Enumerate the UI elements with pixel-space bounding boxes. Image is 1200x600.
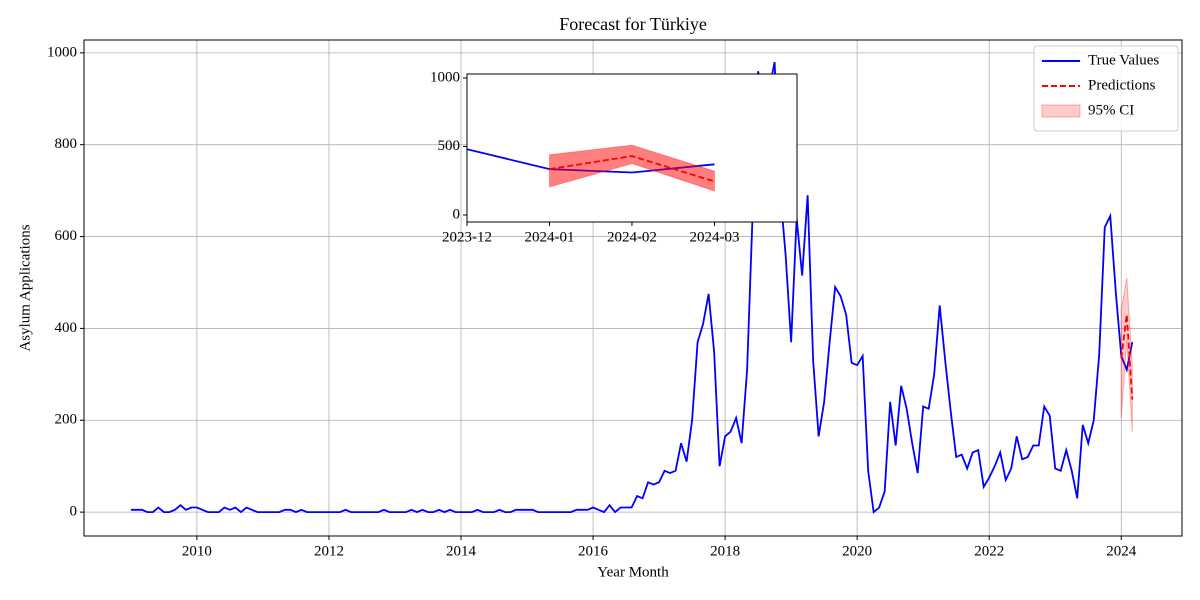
plot-frame xyxy=(466,73,798,223)
y-tick-label: 1000 xyxy=(47,44,77,60)
plot-1: 2023-12 2024-01 2024-02 2024-03 0 500 1000 xyxy=(430,69,798,245)
x-tick-label: 2023-12 xyxy=(442,229,492,245)
y-tick-label: 800 xyxy=(55,136,78,152)
y-axis-label: Asylum Applications xyxy=(17,224,33,351)
legend-label: 95% CI xyxy=(1088,102,1134,118)
x-tick-label: 2018 xyxy=(710,543,740,559)
x-tick-label: 2024-02 xyxy=(607,229,657,245)
y-tick-label: 0 xyxy=(70,504,78,520)
confidence-band xyxy=(1120,277,1133,432)
y-tick-label: 600 xyxy=(55,228,78,244)
series-line xyxy=(1120,314,1134,400)
y-tick-label: 500 xyxy=(438,138,461,154)
series-group xyxy=(467,144,715,192)
x-tick-label: 2022 xyxy=(974,543,1004,559)
y-tick-label: 200 xyxy=(55,412,78,428)
series-group xyxy=(130,61,1134,514)
legend-label: True Values xyxy=(1088,52,1159,68)
y-tick-label: 400 xyxy=(55,320,78,336)
x-tick-label: 2014 xyxy=(446,543,477,559)
plot-frame xyxy=(83,39,1183,537)
x-tick-label: 2010 xyxy=(182,543,212,559)
x-tick-label: 2024-03 xyxy=(690,229,740,245)
x-tick-label: 2020 xyxy=(842,543,872,559)
legend-swatch xyxy=(1041,104,1081,118)
x-tick-label: 2024 xyxy=(1106,543,1137,559)
confidence-band xyxy=(548,144,715,192)
x-tick-label: 2012 xyxy=(314,543,344,559)
y-tick-label: 0 xyxy=(453,206,461,222)
series-line xyxy=(130,61,1134,514)
y-tick-label: 1000 xyxy=(430,69,460,85)
legend-label: Predictions xyxy=(1088,77,1156,93)
legend: True Values Predictions 95% CI xyxy=(1033,45,1179,132)
x-tick-label: 2016 xyxy=(578,543,609,559)
chart-title: Forecast for Türkiye xyxy=(559,14,707,34)
x-tick-label: 2024-01 xyxy=(524,229,574,245)
x-axis-label: Year Month xyxy=(597,564,669,580)
legend-box xyxy=(1033,45,1179,132)
